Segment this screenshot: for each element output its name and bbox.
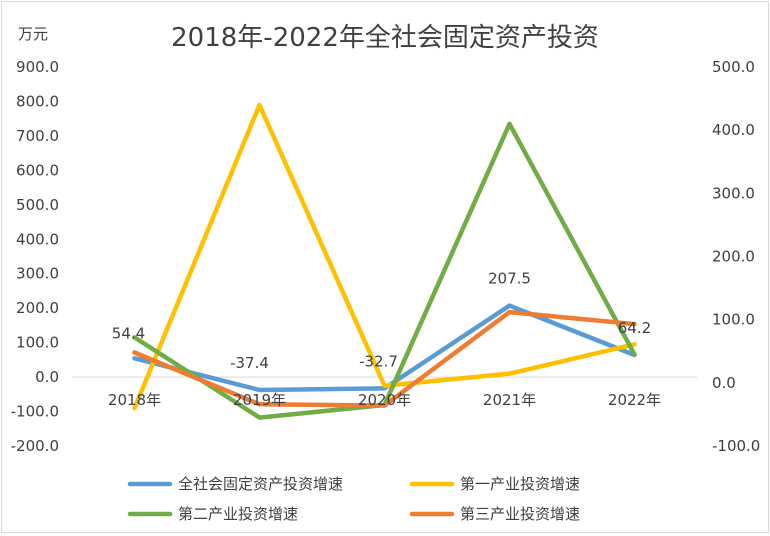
- right-axis-tick-label: 200.0: [712, 248, 755, 266]
- x-axis-category-label: 2022年: [608, 391, 661, 409]
- left-axis-tick-label: 400.0: [16, 230, 59, 248]
- legend-item-2: 第一产业投资增速: [409, 475, 580, 493]
- legend-item-4: 第三产业投资增速: [409, 505, 580, 523]
- data-label: -37.4: [230, 354, 269, 372]
- left-axis-ticks: 900.0 800.0 700.0 600.0 500.0 400.0 300.0 200.0…: [11, 58, 59, 455]
- x-axis-category-labels: 2018年 2019年 2020年 2021年 2022年: [108, 391, 661, 409]
- data-label: 54.4: [112, 324, 145, 342]
- x-axis-category-label: 2018年: [108, 391, 161, 409]
- left-axis-tick-label: 800.0: [16, 92, 59, 110]
- right-axis-tick-label: 0.0: [712, 374, 736, 392]
- series-line-4: [132, 309, 637, 408]
- right-axis-tick-label: -100.0: [712, 437, 760, 455]
- data-labels: 54.4 -37.4 -32.7 207.5 64.2: [112, 270, 651, 372]
- series-lines: [132, 102, 637, 420]
- y-axis-unit-label: 万元: [18, 25, 48, 43]
- x-axis-category-label: 2019年: [233, 391, 286, 409]
- chart-title: 2018年-2022年全社会固定资产投资: [171, 23, 599, 53]
- data-label: 64.2: [618, 319, 651, 337]
- x-axis-category-label: 2020年: [358, 391, 411, 409]
- left-axis-tick-label: 500.0: [16, 196, 59, 214]
- left-axis-tick-label: 0.0: [35, 368, 59, 386]
- left-axis-tick-label: 900.0: [16, 58, 59, 76]
- left-axis-tick-label: 200.0: [16, 299, 59, 317]
- legend-item-3: 第二产业投资增速: [127, 505, 298, 523]
- x-axis-category-label: 2021年: [483, 391, 536, 409]
- left-axis-tick-label: 300.0: [16, 265, 59, 283]
- legend-item-1: 全社会固定资产投资增速: [127, 475, 343, 493]
- left-axis-tick-label: 600.0: [16, 161, 59, 179]
- left-axis-tick-label: 100.0: [16, 334, 59, 352]
- legend-label: 全社会固定资产投资增速: [178, 475, 343, 493]
- right-axis-tick-label: 100.0: [712, 311, 755, 329]
- right-axis-ticks: 500.0 400.0 300.0 200.0 100.0 0.0 -100.0: [712, 58, 760, 455]
- right-axis-tick-label: 400.0: [712, 121, 755, 139]
- right-axis-tick-label: 500.0: [712, 58, 755, 76]
- legend-label: 第二产业投资增速: [178, 505, 298, 523]
- series-line-1: [132, 303, 637, 393]
- left-axis-tick-label: -100.0: [11, 403, 59, 421]
- left-axis-tick-label: -200.0: [11, 437, 59, 455]
- legend-label: 第三产业投资增速: [460, 505, 580, 523]
- left-axis-tick-label: 700.0: [16, 127, 59, 145]
- series-line-3: [132, 121, 637, 420]
- data-label: 207.5: [488, 270, 531, 288]
- data-label: -32.7: [359, 352, 398, 370]
- series-line-2: [132, 102, 637, 411]
- right-axis-tick-label: 300.0: [712, 184, 755, 202]
- legend-label: 第一产业投资增速: [460, 475, 580, 493]
